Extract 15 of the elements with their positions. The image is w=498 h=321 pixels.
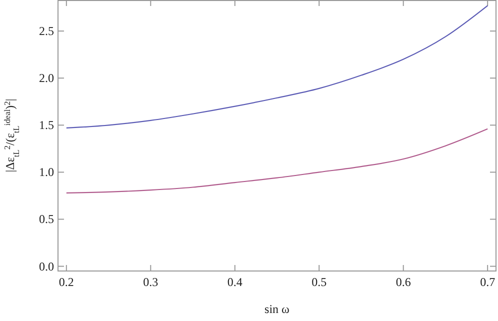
x-tick-label: 0.6: [396, 275, 411, 289]
line-series: [66, 5, 488, 129]
y-tick-label: 0.0: [39, 259, 54, 274]
y-tick-label: 0.5: [39, 212, 54, 226]
x-tick-label: 0.2: [58, 275, 74, 289]
y-tick-label: 2.5: [39, 24, 54, 38]
x-tick-label: 0.3: [143, 275, 158, 289]
x-tick-label: 0.5: [312, 275, 327, 289]
y-tick-label: 1.5: [39, 118, 54, 132]
y-tick-label: 2.0: [39, 71, 54, 86]
y-tick-label: 1.0: [39, 165, 54, 180]
x-axis-title: sin ω: [264, 302, 290, 316]
line-series: [66, 128, 488, 194]
x-tick-label: 0.7: [480, 275, 496, 289]
x-tick-label: 0.4: [227, 275, 242, 289]
